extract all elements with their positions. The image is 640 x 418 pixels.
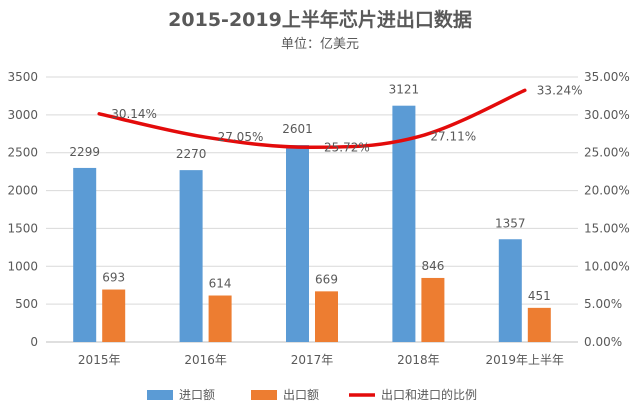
data-labels: 2299 2270 2601 3121 1357 693 614 669 846 451 30.14…: [69, 83, 582, 303]
bar-import: [73, 167, 97, 342]
bar-data-label: 846: [421, 259, 444, 273]
bar-export: [208, 295, 232, 342]
y-axis-right: 0.00% 5.00% 10.00% 15.00% 20.00% 25.00% 30.00%…: [584, 70, 630, 349]
legend-bar-swatch: [147, 390, 173, 400]
bar-data-label: 451: [528, 289, 551, 303]
x-axis: 2015年 2016年 2017年 2018年 2019年上半年: [78, 353, 564, 367]
bar-export: [527, 307, 551, 342]
grid-lines: [46, 76, 578, 343]
y-axis-left: 0 500 1000 1500 2000 2500 3000 3500: [7, 70, 38, 349]
bar-data-label: 3121: [389, 83, 420, 97]
y-left-tick-label: 3500: [7, 70, 38, 84]
bar-data-label: 693: [102, 271, 125, 285]
y-left-tick-label: 500: [15, 297, 38, 311]
y-right-tick-label: 5.00%: [584, 297, 622, 311]
y-left-tick-label: 2500: [7, 146, 38, 160]
bar-import: [179, 170, 203, 342]
y-right-tick-label: 35.00%: [584, 70, 630, 84]
line-data-label: 30.14%: [111, 107, 157, 121]
x-tick-label: 2019年上半年: [486, 353, 565, 367]
legend-label: 进口额: [179, 388, 215, 402]
bar-export: [102, 289, 126, 342]
y-left-tick-label: 0: [30, 335, 38, 349]
bar-data-label: 2299: [69, 145, 100, 159]
y-right-tick-label: 15.00%: [584, 221, 630, 235]
bar-data-label: 614: [209, 277, 232, 291]
line-data-label: 27.11%: [430, 130, 476, 144]
legend: 进口额 出口额 出口和进口的比例: [147, 387, 477, 402]
y-left-tick-label: 1000: [7, 259, 38, 273]
line-data-label: 27.05%: [218, 130, 264, 144]
legend-label: 出口额: [283, 388, 319, 402]
bar-data-label: 1357: [495, 216, 526, 230]
y-right-tick-label: 25.00%: [584, 146, 630, 160]
y-right-tick-label: 30.00%: [584, 108, 630, 122]
bar-import: [286, 145, 309, 342]
chart-title: 2015-2019上半年芯片进出口数据: [168, 9, 472, 31]
x-tick-label: 2018年: [397, 353, 440, 367]
line-data-label: 33.24%: [537, 83, 583, 97]
legend-bar-swatch: [251, 390, 277, 400]
y-left-tick-label: 2000: [7, 184, 38, 198]
y-right-tick-label: 0.00%: [584, 335, 622, 349]
chart-subtitle: 单位：亿美元: [280, 37, 359, 52]
line-data-label: 25.72%: [324, 140, 370, 154]
bar-export: [315, 291, 338, 342]
bar-export: [421, 277, 445, 342]
y-right-tick-label: 10.00%: [584, 259, 630, 273]
y-left-tick-label: 3000: [7, 108, 38, 122]
bar-series: [73, 105, 551, 343]
y-right-tick-label: 20.00%: [584, 184, 630, 198]
x-tick-label: 2017年: [291, 353, 334, 367]
x-tick-label: 2016年: [184, 353, 227, 367]
bar-data-label: 2601: [282, 122, 313, 136]
legend-label: 出口和进口的比例: [381, 387, 477, 402]
bar-data-label: 2270: [176, 147, 207, 161]
bar-import: [392, 105, 416, 343]
bar-data-label: 669: [315, 272, 338, 286]
bar-import: [498, 239, 522, 342]
x-tick-label: 2015年: [78, 353, 121, 367]
line-series: [97, 88, 527, 150]
y-left-tick-label: 1500: [7, 221, 38, 235]
